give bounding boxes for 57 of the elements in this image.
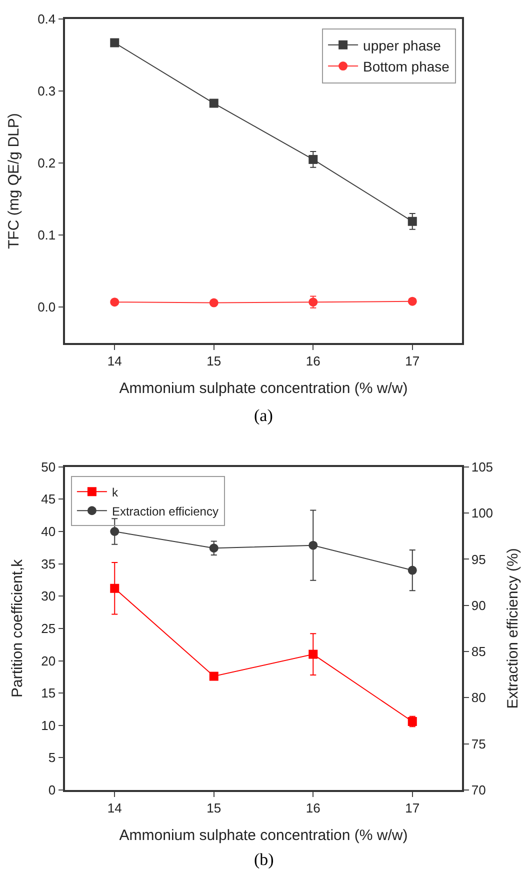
y-tick-label: 50 bbox=[41, 459, 56, 474]
point bbox=[110, 298, 120, 307]
y-tick-label: 0.1 bbox=[38, 228, 56, 243]
point bbox=[209, 298, 218, 308]
y2-tick-label: 85 bbox=[471, 644, 486, 660]
y-tick-label: 45 bbox=[41, 492, 56, 507]
y-axis-title: Partition coefficient,k bbox=[8, 558, 26, 698]
x-tick-label: 17 bbox=[405, 800, 420, 816]
y2-tick-label: 95 bbox=[471, 552, 486, 567]
y-tick-label: 0 bbox=[48, 782, 56, 798]
text: (a) bbox=[254, 406, 273, 425]
y-tick-label: 0.0 bbox=[38, 300, 56, 315]
x-axis-title: Ammonium sulphate concentration (% w/w) bbox=[119, 380, 408, 397]
text: (b) bbox=[254, 850, 274, 869]
y-tick-label: 30 bbox=[41, 588, 56, 604]
point bbox=[308, 540, 318, 550]
y-tick-label: 5 bbox=[48, 750, 56, 766]
y2-tick-label: 80 bbox=[471, 690, 486, 706]
point bbox=[110, 38, 120, 48]
y2-tick-label: 70 bbox=[471, 782, 486, 798]
y-tick-label: 15 bbox=[41, 686, 56, 701]
x-tick-label: 14 bbox=[107, 800, 122, 816]
x-tick-label: 14 bbox=[107, 353, 122, 368]
y2-tick-label: 105 bbox=[471, 459, 494, 474]
point bbox=[308, 650, 318, 659]
point bbox=[408, 296, 417, 306]
y2-tick-label: 100 bbox=[471, 506, 494, 521]
y-tick-label: 35 bbox=[41, 556, 56, 572]
x-tick-label: 17 bbox=[405, 353, 420, 368]
y-tick-label: 0.3 bbox=[38, 84, 56, 99]
legend-label: k bbox=[112, 485, 119, 500]
point bbox=[408, 216, 417, 226]
y-tick-label: 20 bbox=[41, 653, 56, 668]
x-tick-label: 15 bbox=[206, 800, 222, 816]
y-tick-label: 0.4 bbox=[38, 12, 56, 27]
y-tick-label: 0.2 bbox=[38, 156, 56, 171]
y-tick-label: 25 bbox=[41, 620, 56, 636]
y2-tick-label: 75 bbox=[471, 736, 486, 752]
point bbox=[110, 584, 120, 593]
point bbox=[209, 672, 218, 681]
x-tick-label: 16 bbox=[306, 800, 320, 816]
y-axis-title: TFC (mg QE/g DLP) bbox=[5, 113, 22, 249]
legend-label: upper phase bbox=[363, 37, 442, 54]
y-tick-label: 40 bbox=[41, 524, 56, 540]
legend-label: Extraction efficiency bbox=[112, 504, 218, 518]
x-tick-label: 15 bbox=[206, 353, 222, 368]
point bbox=[308, 154, 318, 164]
y2-axis-title: Extraction efficiency (%) bbox=[504, 548, 522, 709]
y-tick-label: 10 bbox=[41, 718, 56, 733]
x-tick-label: 16 bbox=[306, 353, 320, 368]
x-axis-title: Ammonium sulphate concentration (% w/w) bbox=[119, 826, 408, 844]
point bbox=[209, 544, 218, 553]
point bbox=[209, 98, 218, 108]
point bbox=[110, 527, 120, 536]
point bbox=[408, 566, 417, 575]
legend-label: Bottom phase bbox=[363, 58, 450, 75]
y2-tick-label: 90 bbox=[471, 598, 486, 613]
